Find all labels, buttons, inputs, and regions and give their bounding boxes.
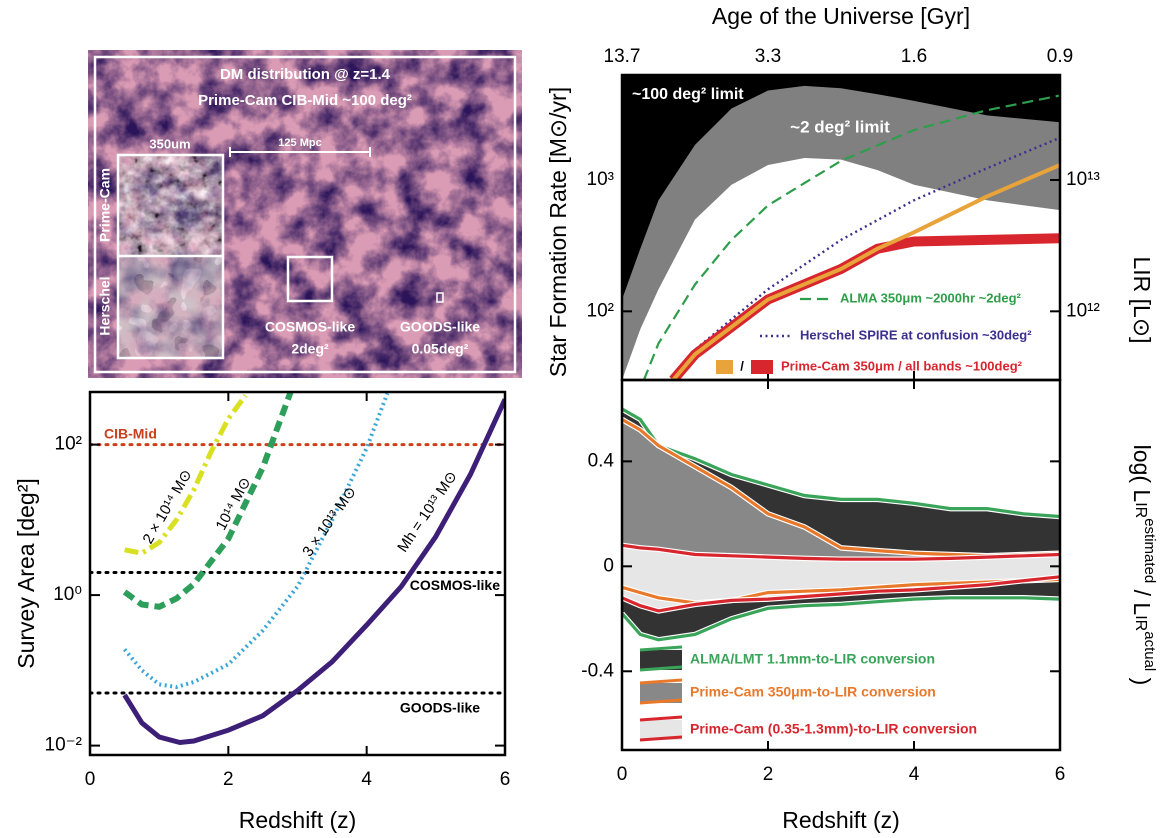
legend-separator: /	[740, 358, 744, 373]
label-part: / L	[1129, 583, 1155, 615]
x-tick-label: 0	[85, 769, 96, 790]
series-line	[671, 163, 1060, 380]
inset-band: 350um	[149, 136, 190, 151]
legend-swatch	[640, 683, 682, 703]
label-part: log( L	[1129, 445, 1155, 503]
legend-swatch	[640, 720, 682, 740]
band-edge	[622, 543, 1060, 561]
x-axis-label: Redshift (z)	[782, 807, 900, 833]
series-line	[642, 94, 1060, 380]
reference-label: COSMOS-like	[410, 577, 500, 593]
series-line	[122, 398, 505, 746]
y2-tick-label: 10¹³	[1066, 169, 1100, 190]
area-label: ~2 deg² limit	[790, 117, 890, 136]
limit-area	[622, 75, 1060, 380]
field-area: 2deg²	[291, 341, 329, 357]
y-tick-label: 10⁻²	[45, 735, 83, 756]
band-edge	[622, 577, 1060, 605]
x2-tick-label: 3.3	[755, 46, 781, 67]
x2-tick-label: 13.7	[604, 46, 641, 67]
y-tick-label: 0.4	[588, 450, 615, 471]
y2-axis-label: LIR [L⊙]	[1129, 256, 1155, 343]
plot-area	[622, 75, 1060, 380]
plot-area	[90, 392, 505, 746]
series-label: 3 × 10¹³ M⊙	[299, 484, 360, 560]
label-part: IR	[1132, 502, 1149, 518]
series-label: 2 × 10¹⁴ M⊙	[139, 467, 195, 547]
limit-area	[622, 75, 1060, 300]
label-part: actual	[1141, 631, 1158, 671]
y2-axis-label: log( LIRestimated / LIRactual )	[1129, 445, 1158, 686]
field-area: 0.05deg²	[412, 341, 469, 357]
legend-swatch-edge	[639, 665, 683, 672]
scale-bar	[229, 147, 371, 157]
x-tick-label: 6	[500, 769, 511, 790]
legend-swatch-edge	[639, 698, 683, 705]
label-part: )	[1129, 671, 1155, 685]
image-subtitle: Prime-Cam CIB-Mid ~100 deg²	[198, 92, 412, 109]
inset-bottom-label: Herschel	[97, 276, 113, 335]
y-axis-label: Survey Area [deg²]	[13, 478, 39, 669]
reference-label: CIB-Mid	[104, 425, 157, 441]
band-fill	[622, 545, 1060, 611]
label-part: IR	[1132, 615, 1149, 631]
field-name: GOODS-like	[400, 319, 480, 335]
y-tick-label: 10³	[587, 169, 614, 190]
x2-tick-label: 0.9	[1047, 46, 1073, 67]
reference-label: GOODS-like	[400, 700, 480, 716]
y-tick-label: 10²	[587, 300, 614, 321]
x-axis-label: Redshift (z)	[239, 807, 357, 833]
inset-primecam	[119, 156, 222, 255]
image-frame	[93, 55, 517, 374]
legend-swatch-edge	[639, 645, 683, 652]
goods-box	[436, 292, 444, 303]
x-tick-label: 0	[617, 764, 628, 785]
legend-label: Prime-Cam 350μm-to-LIR conversion	[690, 684, 936, 700]
y2-tick-label: 10¹²	[1066, 300, 1100, 321]
plot-area	[622, 406, 1060, 643]
legend-label: Prime-Cam 350μm / all bands ~100deg²	[781, 358, 1023, 373]
cosmos-box	[286, 255, 334, 303]
legend-label: ALMA 350μm ~2000hr ~2deg²	[840, 290, 1022, 305]
legend-swatch-edge	[639, 735, 683, 742]
x-tick-label: 2	[763, 764, 774, 785]
x-tick-label: 4	[361, 769, 372, 790]
y-tick-label: -0.4	[581, 660, 614, 681]
scale-label: 125 Mpc	[278, 137, 321, 149]
y-tick-label: 0	[603, 555, 614, 576]
area-label: ~100 deg² limit	[632, 86, 744, 103]
axes-frame	[620, 378, 1062, 752]
legend-swatch	[640, 650, 682, 670]
axes-frame	[88, 390, 507, 757]
x-tick-label: 4	[909, 764, 920, 785]
legend-swatch	[716, 360, 733, 374]
x-tick-label: 6	[1055, 764, 1066, 785]
inset-top-label: Prime-Cam	[97, 168, 113, 242]
legend-label: Herschel SPIRE at confusion ~30deg²	[800, 327, 1032, 342]
band-edge	[622, 596, 1060, 642]
legend-label: ALMA/LMT 1.1mm-to-LIR conversion	[690, 651, 935, 667]
legend-swatch-edge	[639, 715, 683, 722]
field-name: COSMOS-like	[265, 319, 355, 335]
x-tick-label: 2	[223, 769, 234, 790]
x2-tick-label: 1.6	[901, 46, 927, 67]
inset-herschel	[119, 256, 222, 357]
legend-swatch	[751, 360, 773, 374]
series-line	[122, 392, 294, 610]
simulation-image: DM distribution @ z=1.4 Prime-Cam CIB-Mi…	[88, 50, 522, 378]
x2-axis-label: Age of the Universe [Gyr]	[712, 3, 970, 29]
y-axis-label: Star Formation Rate [M⊙/yr]	[545, 87, 571, 377]
y-tick-label: 10²	[55, 434, 82, 455]
legend-label: Prime-Cam (0.35-1.3mm)-to-LIR conversion	[690, 721, 977, 737]
label-part: estimated	[1141, 518, 1158, 583]
series-line	[124, 393, 248, 556]
legend-swatch-edge	[639, 678, 683, 685]
y-tick-label: 10⁰	[53, 584, 82, 605]
band-edge	[622, 575, 1060, 613]
image-title: DM distribution @ z=1.4	[220, 66, 391, 83]
